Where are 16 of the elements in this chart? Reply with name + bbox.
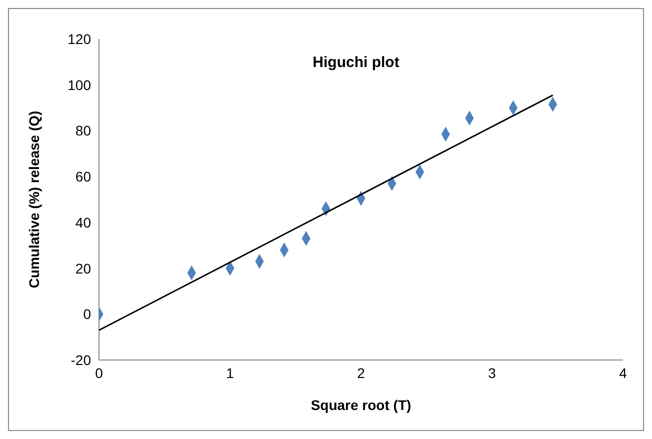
y-tick-label: -20 (70, 352, 92, 368)
x-tick-label: 3 (488, 364, 496, 381)
y-tick-label: 20 (75, 260, 92, 276)
y-tick-label: 100 (68, 76, 92, 93)
y-tick-label: 60 (75, 168, 92, 185)
y-tick-label: 120 (68, 30, 92, 47)
y-tick-label: 40 (75, 214, 92, 230)
x-tick-label: 4 (619, 364, 628, 381)
x-tick-label: 1 (226, 364, 234, 381)
x-tick-label: 2 (357, 364, 366, 381)
y-tick-label: 80 (75, 122, 92, 139)
x-axis-title: Square root (T) (310, 397, 412, 413)
y-axis-title: Cumulative (%) release (Q) (26, 110, 42, 288)
text: Higuchi plot (312, 54, 400, 71)
x-tick-label: 0 (95, 364, 104, 381)
y-tick-label: 0 (83, 306, 92, 322)
